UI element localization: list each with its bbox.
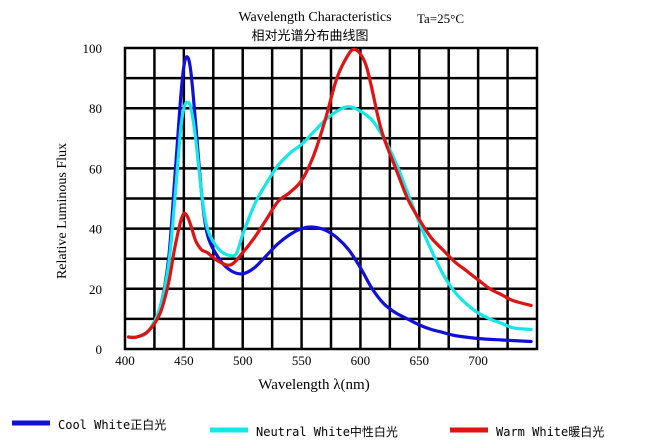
x-tick-label: 550 (292, 353, 312, 368)
y-tick-label: 20 (89, 282, 102, 297)
legend: Cool White正白光 Neutral White中性白光 Warm White… (12, 417, 604, 439)
x-tick-label: 400 (115, 353, 135, 368)
x-axis-ticks: 400 450 500 550 600 650 700 (115, 353, 488, 368)
x-axis-label: Wavelength λ(nm) (258, 377, 369, 393)
x-tick-label: 450 (174, 353, 194, 368)
y-tick-label: 40 (89, 222, 102, 237)
series-line-1 (126, 100, 533, 340)
y-tick-label: 60 (89, 161, 102, 176)
series-line-0 (126, 55, 533, 344)
chart-subtitle: 相对光谱分布曲线图 (251, 28, 368, 43)
y-tick-label: 0 (96, 342, 103, 357)
chart-condition: Ta=25°C (417, 11, 464, 26)
x-tick-label: 600 (351, 353, 371, 368)
grid (123, 46, 539, 351)
legend-label-1: Neutral White中性白光 (256, 424, 398, 439)
y-axis-ticks: 0 20 40 60 80 100 (83, 41, 103, 357)
y-tick-label: 80 (89, 101, 102, 116)
legend-label-0: Cool White正白光 (58, 417, 166, 432)
x-tick-label: 500 (233, 353, 253, 368)
y-axis-label: Relative Luminous Flux (55, 143, 70, 279)
x-tick-label: 650 (410, 353, 430, 368)
chart-title: Wavelength Characteristics (238, 10, 391, 25)
x-tick-label: 700 (468, 353, 488, 368)
series-line-2 (126, 47, 533, 340)
plot-frame (123, 46, 539, 351)
series-lines (126, 47, 533, 344)
legend-label-2: Warm White暖白光 (496, 424, 604, 439)
y-tick-label: 100 (83, 41, 103, 56)
